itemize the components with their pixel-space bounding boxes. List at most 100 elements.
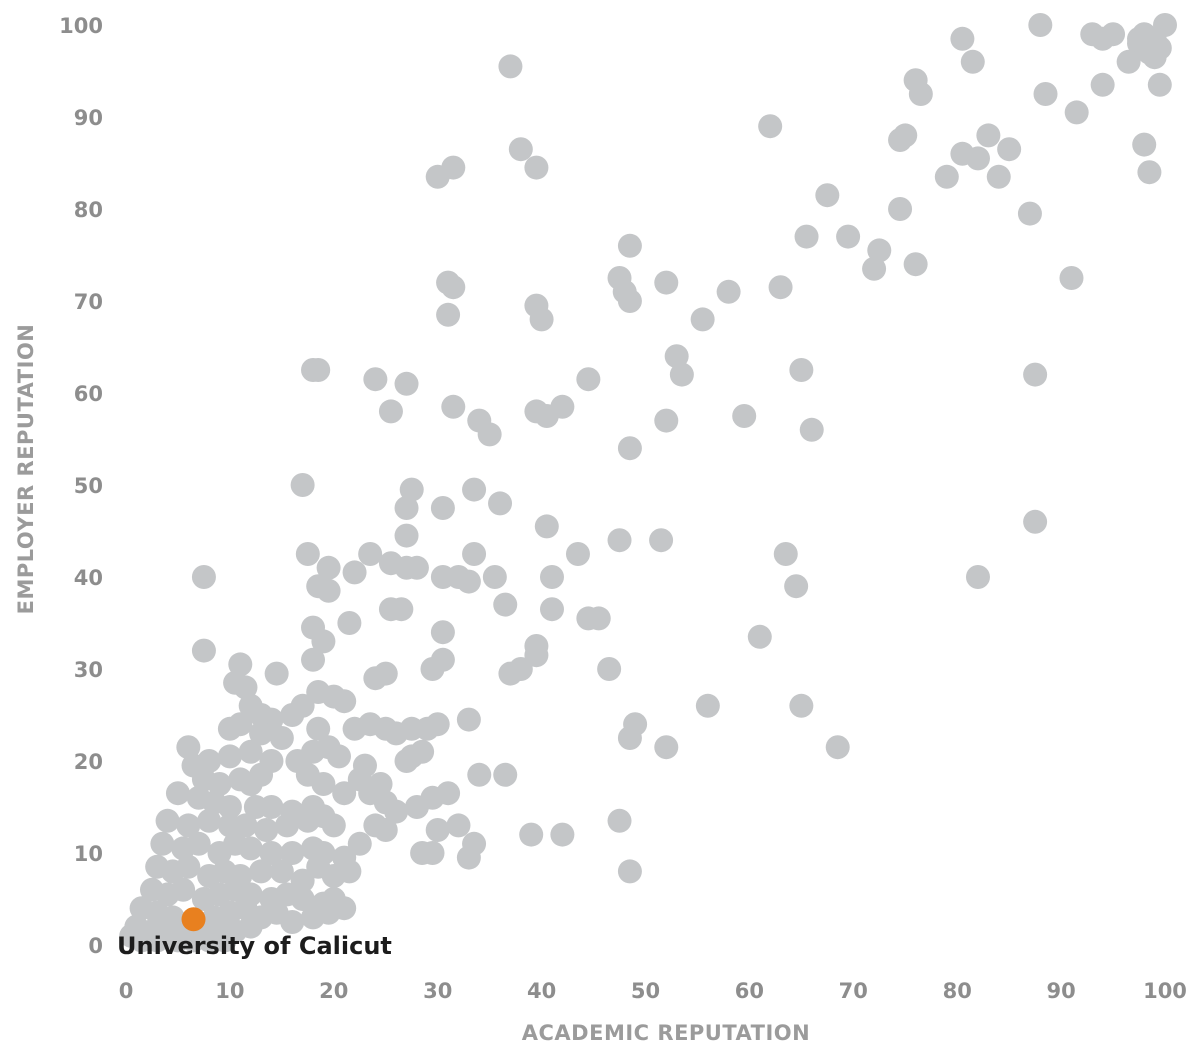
scatter-point bbox=[290, 887, 315, 911]
scatter-point bbox=[212, 928, 237, 953]
x-tick-label: 10 bbox=[215, 979, 244, 1003]
scatter-point bbox=[249, 721, 274, 746]
scatter-point bbox=[389, 597, 414, 622]
y-tick-label: 30 bbox=[74, 658, 103, 682]
scatter-point bbox=[654, 735, 679, 760]
x-tick-label: 20 bbox=[319, 979, 348, 1003]
scatter-point bbox=[747, 624, 772, 649]
scatter-point bbox=[171, 877, 196, 902]
scatter-point bbox=[233, 813, 258, 838]
scatter-point bbox=[524, 155, 549, 180]
scatter-point bbox=[238, 914, 263, 939]
scatter-point bbox=[394, 523, 419, 548]
scatter-point bbox=[295, 808, 320, 833]
scatter-point bbox=[249, 859, 274, 884]
x-tick-label: 50 bbox=[631, 979, 660, 1003]
scatter-point bbox=[462, 831, 487, 856]
scatter-point bbox=[617, 726, 642, 750]
y-tick-label: 70 bbox=[74, 290, 103, 314]
scatter-point bbox=[363, 367, 388, 392]
scatter-point bbox=[394, 496, 419, 520]
scatter-point bbox=[316, 555, 341, 580]
x-tick-label: 30 bbox=[423, 979, 452, 1003]
scatter-point bbox=[384, 799, 409, 824]
scatter-point bbox=[519, 822, 544, 847]
scatter-point bbox=[456, 707, 481, 732]
scatter-point bbox=[1023, 509, 1048, 534]
scatter-point bbox=[607, 808, 632, 833]
scatter-point bbox=[150, 831, 175, 856]
scatter-point bbox=[295, 542, 320, 566]
scatter-point bbox=[1127, 26, 1152, 51]
scatter-point bbox=[197, 808, 222, 833]
scatter-point bbox=[773, 542, 798, 566]
scatter-point bbox=[836, 224, 861, 249]
scatter-point bbox=[316, 900, 341, 925]
scatter-point bbox=[524, 643, 549, 668]
scatter-point bbox=[399, 477, 424, 502]
scatter-point bbox=[934, 164, 959, 189]
scatter-point bbox=[430, 496, 455, 520]
scatter-point bbox=[1147, 72, 1172, 97]
scatter-point bbox=[275, 813, 300, 838]
highlight-layer: University of Calicut bbox=[117, 907, 392, 960]
scatter-point bbox=[976, 123, 1001, 148]
scatter-point bbox=[436, 781, 461, 806]
scatter-point bbox=[789, 693, 814, 718]
scatter-point bbox=[332, 781, 357, 806]
scatter-point bbox=[254, 818, 279, 842]
scatter-point bbox=[191, 565, 216, 589]
scatter-point bbox=[249, 762, 274, 787]
scatter-point bbox=[649, 528, 674, 553]
scatter-point bbox=[394, 371, 419, 396]
scatter-point bbox=[789, 358, 814, 382]
scatter-point bbox=[539, 597, 564, 622]
data-points bbox=[119, 13, 1177, 953]
scatter-point bbox=[758, 114, 783, 139]
scatter-point bbox=[617, 233, 642, 258]
scatter-point bbox=[664, 344, 689, 369]
scatter-point bbox=[888, 128, 913, 152]
scatter-point bbox=[669, 362, 694, 387]
scatter-point bbox=[238, 739, 263, 764]
scatter-point bbox=[373, 818, 398, 842]
scatter-point bbox=[888, 197, 913, 221]
scatter-point bbox=[217, 716, 242, 741]
scatter-point bbox=[654, 408, 679, 433]
scatter-point bbox=[425, 818, 450, 842]
scatter-point bbox=[430, 620, 455, 645]
scatter-point bbox=[280, 703, 305, 727]
scatter-point bbox=[311, 629, 336, 654]
scatter-point bbox=[316, 578, 341, 603]
highlight-label: University of Calicut bbox=[117, 932, 392, 960]
scatter-point bbox=[155, 808, 180, 833]
scatter-point bbox=[347, 831, 372, 856]
scatter-point bbox=[950, 141, 975, 166]
scatter-point bbox=[280, 841, 305, 865]
scatter-point bbox=[311, 772, 336, 796]
scatter-point bbox=[607, 528, 632, 553]
scatter-point bbox=[654, 270, 679, 295]
scatter-point bbox=[617, 859, 642, 884]
scatter-point bbox=[488, 491, 513, 516]
scatter-point bbox=[508, 137, 533, 162]
scatter-point bbox=[1090, 72, 1115, 97]
scatter-point bbox=[441, 155, 466, 180]
scatter-point bbox=[950, 26, 975, 51]
scatter-point bbox=[186, 831, 211, 856]
scatter-point bbox=[617, 289, 642, 313]
scatter-point bbox=[238, 836, 263, 861]
scatter-point bbox=[207, 772, 232, 796]
scatter-point bbox=[378, 399, 403, 424]
scatter-point bbox=[228, 652, 253, 677]
scatter-point bbox=[493, 762, 518, 787]
x-axis-ticks: 0 10 20 30 40 50 60 70 80 90 100 bbox=[119, 979, 1187, 1003]
scatter-point bbox=[456, 569, 481, 594]
scatter-point bbox=[191, 638, 216, 663]
scatter-point bbox=[337, 611, 362, 635]
scatter-point bbox=[462, 477, 487, 502]
x-tick-label: 0 bbox=[119, 979, 134, 1003]
scatter-point bbox=[597, 657, 622, 681]
